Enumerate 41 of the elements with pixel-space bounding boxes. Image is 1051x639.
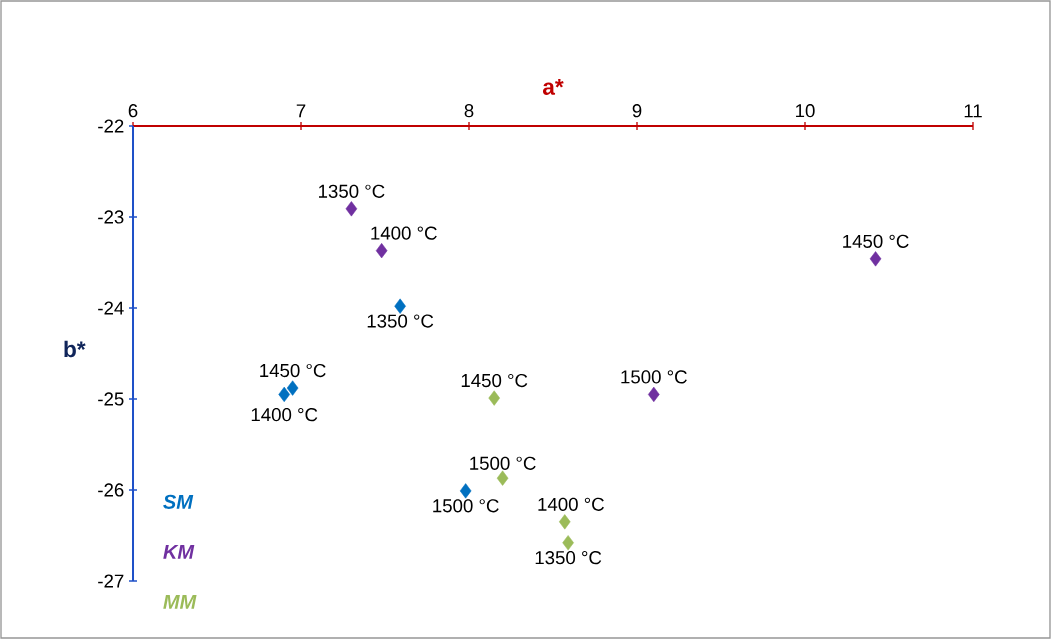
annotation: 1450 °C	[260, 363, 326, 378]
y-tick-label: -26	[98, 483, 124, 497]
x-tick-label: 7	[296, 104, 306, 118]
annotation: 1450 °C	[461, 373, 528, 388]
annotation: 1350 °C	[535, 551, 602, 565]
annotation: 1350 °C	[367, 314, 434, 328]
text: MM	[163, 595, 197, 609]
point	[558, 514, 571, 530]
y-tick-label: -27	[98, 574, 124, 588]
annotation: 1450 °C	[843, 234, 909, 248]
annotation: 1500 °C	[621, 370, 687, 384]
point	[562, 535, 574, 551]
annotation: 1400 °C	[371, 226, 437, 240]
point	[648, 386, 660, 403]
x-tick-label: 9	[632, 104, 642, 118]
annotation: 1500 °C	[470, 456, 536, 470]
annotation: 1350 °C	[319, 184, 385, 198]
point	[488, 390, 500, 406]
point	[496, 470, 509, 486]
annotation: 1400 °C	[538, 497, 604, 511]
point	[278, 386, 290, 403]
point	[345, 201, 358, 217]
point	[869, 251, 882, 267]
y-tick-label: -25	[98, 392, 124, 406]
annotation: 1500 °C	[433, 499, 499, 513]
text: SM	[163, 494, 194, 509]
annotation: 1400 °C	[251, 408, 318, 422]
point	[394, 298, 406, 314]
x-tick-label: 8	[464, 104, 474, 118]
y-axis-title: b*	[64, 340, 86, 358]
y-tick-label: -23	[98, 210, 124, 224]
point	[286, 380, 299, 396]
x-tick-label: 10	[796, 104, 815, 118]
x-axis-title: a*	[542, 79, 564, 95]
y-tick-label: -24	[98, 301, 124, 315]
point	[459, 483, 472, 499]
text: KM	[163, 544, 195, 559]
point	[375, 243, 388, 259]
x-tick-label: 11	[964, 104, 982, 118]
y-tick-label: -22	[98, 119, 124, 133]
x-tick-label: 6	[128, 104, 138, 118]
